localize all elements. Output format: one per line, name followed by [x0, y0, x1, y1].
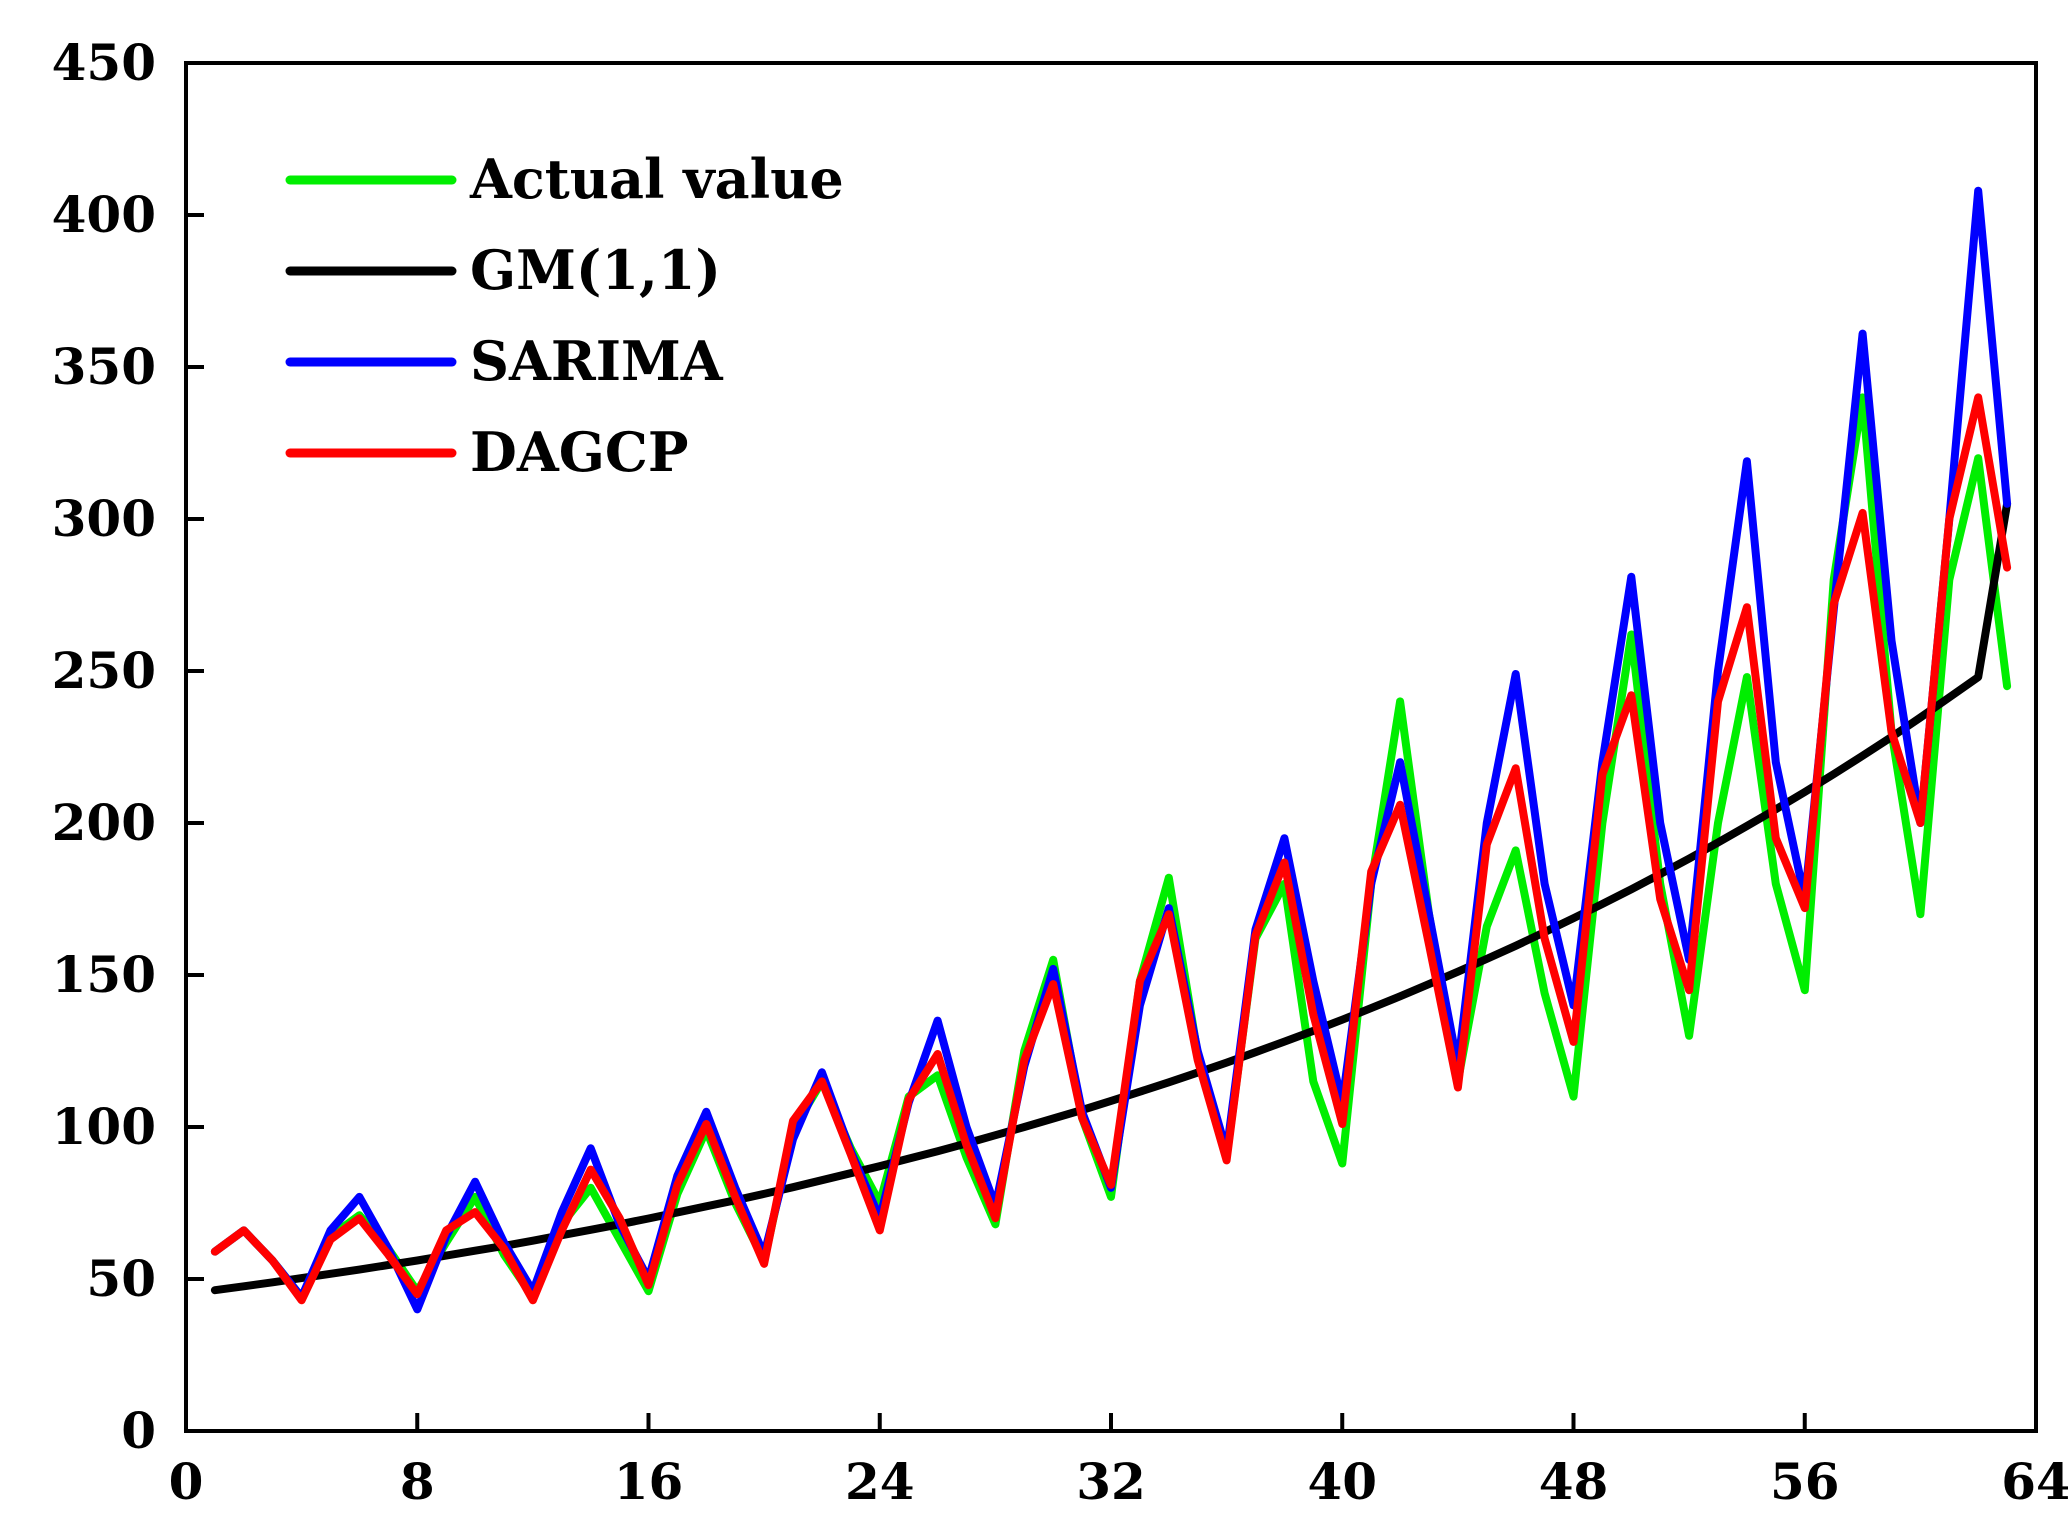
- legend-label-actual-value: Actual value: [469, 147, 844, 211]
- x-tick-label: 16: [614, 1452, 684, 1511]
- series-line-gm-1-1: [210, 499, 2012, 1295]
- y-tick-label: 100: [52, 1097, 156, 1156]
- legend: Actual value GM(1,1) SARIMA DAGCP: [285, 147, 844, 484]
- y-tick-label: 200: [52, 793, 156, 852]
- x-tick-label: 32: [1076, 1452, 1146, 1511]
- legend-label-dagcp: DAGCP: [470, 420, 688, 484]
- x-tick-label: 48: [1539, 1452, 1609, 1511]
- x-tick-label: 24: [845, 1452, 915, 1511]
- legend-label-gm-1-1: GM(1,1): [470, 238, 721, 302]
- x-tick-label: 40: [1307, 1452, 1377, 1511]
- y-tick-label: 50: [86, 1249, 156, 1308]
- y-tick-label: 150: [52, 945, 156, 1004]
- y-tick-label: 300: [52, 489, 156, 548]
- series-line-dagcp: [210, 393, 2012, 1305]
- x-tick-label: 64: [2001, 1452, 2068, 1511]
- legend-label-sarima: SARIMA: [470, 329, 724, 393]
- x-tick-label: 8: [400, 1452, 435, 1511]
- y-tick-label: 350: [52, 337, 156, 396]
- y-tick-label: 450: [52, 33, 156, 92]
- series-layer: [210, 186, 2012, 1314]
- y-tick-label: 400: [52, 185, 156, 244]
- x-tick-label: 56: [1770, 1452, 1840, 1511]
- tick-layer: 0 8 16 24 32 40 48 56 64 0 50 100 150 200 250 300 350 400…: [52, 33, 2068, 1511]
- y-tick-label: 250: [52, 641, 156, 700]
- y-tick-label: 0: [121, 1401, 156, 1460]
- x-tick-label: 0: [169, 1452, 204, 1511]
